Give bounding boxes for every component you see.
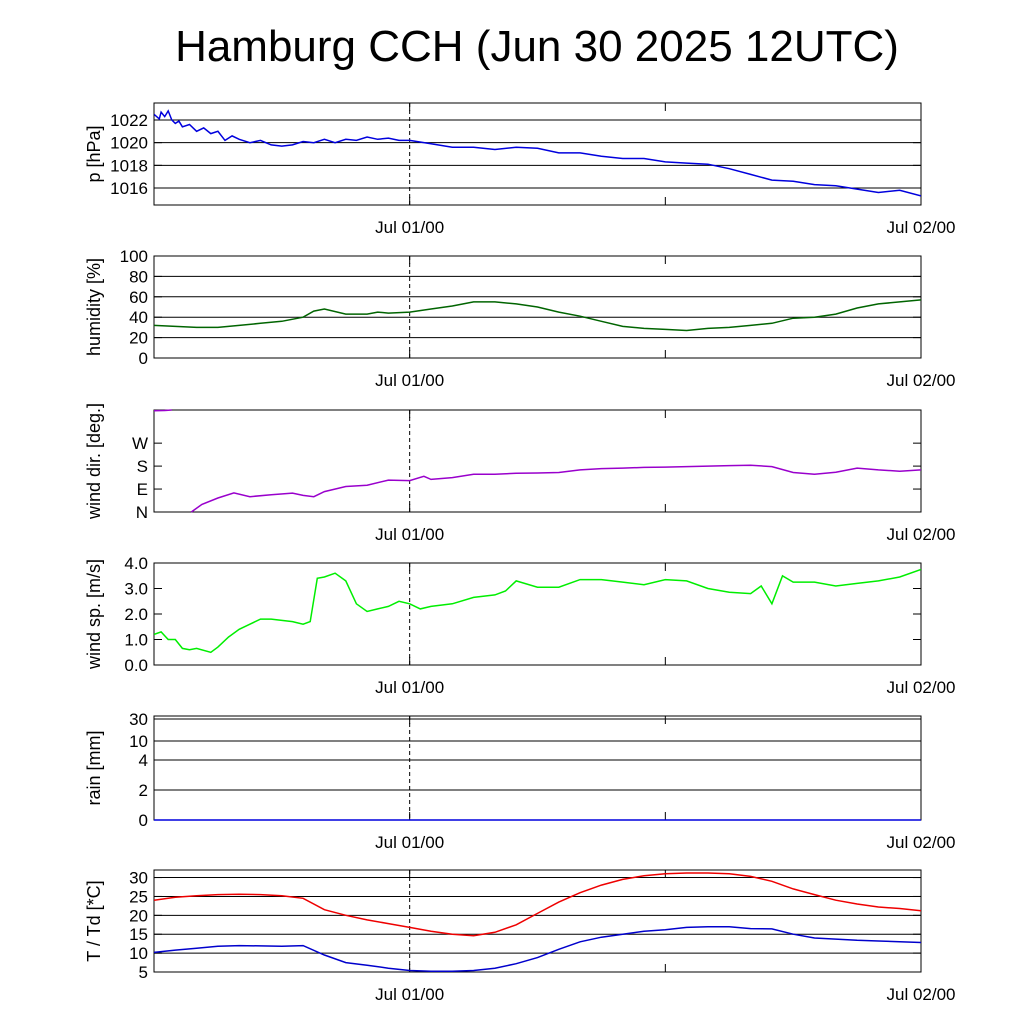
y-tick-label: 0.0 — [124, 656, 148, 675]
chart-title: Hamburg CCH (Jun 30 2025 12UTC) — [175, 22, 899, 71]
x-tick-label: Jul 02/00 — [887, 525, 956, 544]
panel-frame — [153, 255, 922, 359]
y-tick-label: 1022 — [110, 111, 148, 130]
y-tick-label: 1020 — [110, 134, 148, 153]
panel-wind_speed: 0.0 1.0 2.0 3.0 4.0 Jul 01/00 Jul 02/00 wind sp… — [84, 554, 956, 697]
panel-frame — [153, 409, 922, 513]
y-tick-label: S — [137, 457, 148, 476]
x-tick-label: Jul 01/00 — [375, 985, 444, 1004]
y-tick-label: W — [132, 434, 148, 453]
y-tick-label: 80 — [129, 267, 148, 286]
y-tick-label: 10 — [129, 944, 148, 963]
x-tick-label: Jul 01/00 — [375, 678, 444, 697]
y-tick-label: 5 — [139, 963, 148, 982]
x-tick-label: Jul 02/00 — [887, 985, 956, 1004]
panel-frame — [153, 715, 922, 821]
series-line-wind_dir — [154, 409, 172, 412]
y-tick-label: 15 — [129, 925, 148, 944]
y-tick-label: 4.0 — [124, 554, 148, 573]
series-line-wind_dir — [190, 464, 921, 513]
x-tick-label: Jul 02/00 — [887, 371, 956, 390]
y-tick-label: 10 — [129, 732, 148, 751]
y-tick-label: 4 — [139, 751, 148, 770]
y-tick-label: 1016 — [110, 179, 148, 198]
y-axis-label: rain [mm] — [84, 730, 104, 805]
y-tick-label: 0 — [139, 349, 148, 368]
panel-frame — [153, 869, 922, 973]
y-tick-label: 1018 — [110, 156, 148, 175]
panel-frame — [153, 562, 922, 666]
panel-pressure: 1016 1018 1020 1022 Jul 01/00 Jul 02/00 p [hPa… — [84, 102, 956, 237]
x-tick-label: Jul 01/00 — [375, 218, 444, 237]
y-tick-label: 25 — [129, 887, 148, 906]
panel-rain: 0 2 410 30 Jul 01/00 Jul 02/00 rain [mm] — [84, 710, 956, 852]
x-tick-label: Jul 01/00 — [375, 833, 444, 852]
series-line-temperature — [154, 872, 921, 937]
x-tick-label: Jul 02/00 — [887, 833, 956, 852]
y-tick-label: 1.0 — [124, 631, 148, 650]
y-tick-label: 20 — [129, 906, 148, 925]
series-line-pressure — [154, 109, 921, 197]
y-tick-label: E — [137, 480, 148, 499]
x-tick-label: Jul 02/00 — [887, 678, 956, 697]
series-line-dewpoint — [154, 925, 921, 972]
y-tick-label: 2 — [139, 781, 148, 800]
x-tick-label: Jul 01/00 — [375, 525, 444, 544]
y-tick-label: N — [136, 503, 148, 522]
y-tick-label: 20 — [129, 329, 148, 348]
series-line-wind_speed — [154, 568, 921, 654]
y-axis-label: humidity [%] — [84, 258, 104, 356]
y-tick-label: 40 — [129, 308, 148, 327]
y-tick-label: 0 — [139, 811, 148, 830]
y-tick-label: 3.0 — [124, 580, 148, 599]
x-tick-label: Jul 01/00 — [375, 371, 444, 390]
series-line-humidity — [154, 299, 921, 332]
y-axis-label: wind dir. [deg.] — [84, 403, 104, 520]
y-axis-label: T / Td [*C] — [84, 880, 104, 961]
y-axis-label: p [hPa] — [84, 125, 104, 182]
y-tick-label: 2.0 — [124, 605, 148, 624]
y-axis-label: wind sp. [m/s] — [84, 559, 104, 670]
y-tick-label: 100 — [120, 247, 148, 266]
y-tick-label: 30 — [129, 710, 148, 729]
y-tick-label: 30 — [129, 869, 148, 888]
panel-frame — [153, 102, 922, 206]
x-tick-label: Jul 02/00 — [887, 218, 956, 237]
y-tick-label: 60 — [129, 288, 148, 307]
